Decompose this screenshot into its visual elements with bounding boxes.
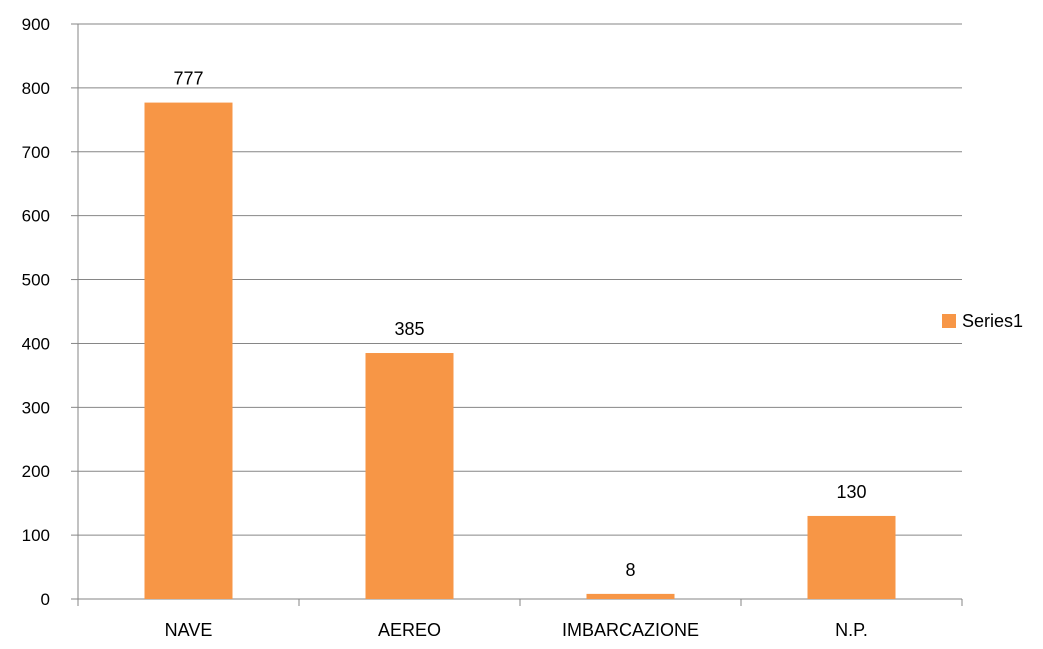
x-axis-category-labels: NAVE AEREO IMBARCAZIONE N.P. <box>165 620 868 640</box>
x-category-label: NAVE <box>165 620 213 640</box>
bar-imbarcazione <box>586 593 675 599</box>
y-tick-label: 700 <box>22 143 50 162</box>
y-tick-label: 300 <box>22 398 50 417</box>
y-axis-tick-labels: 0 100 200 300 400 500 600 700 800 900 <box>22 15 50 609</box>
legend-label-series1: Series1 <box>962 311 1023 331</box>
x-category-label: AEREO <box>378 620 441 640</box>
legend: Series1 <box>942 311 1023 331</box>
y-tick-label: 900 <box>22 15 50 34</box>
data-label: 130 <box>836 482 866 502</box>
bar-n-p <box>807 515 896 599</box>
bar-aereo <box>365 353 454 599</box>
y-tick-label: 600 <box>22 207 50 226</box>
y-tick-label: 500 <box>22 271 50 290</box>
y-tick-label: 100 <box>22 526 50 545</box>
legend-swatch-series1 <box>942 314 956 328</box>
bars <box>144 102 896 599</box>
bar-nave <box>144 102 233 599</box>
x-category-label: N.P. <box>835 620 868 640</box>
y-tick-label: 800 <box>22 79 50 98</box>
y-tick-label: 0 <box>41 590 50 609</box>
data-labels: 777 385 8 130 <box>173 69 866 580</box>
data-label: 8 <box>625 560 635 580</box>
data-label: 777 <box>173 69 203 89</box>
y-tick-label: 200 <box>22 462 50 481</box>
y-tick-label: 400 <box>22 334 50 353</box>
x-category-label: IMBARCAZIONE <box>562 620 699 640</box>
data-label: 385 <box>394 319 424 339</box>
